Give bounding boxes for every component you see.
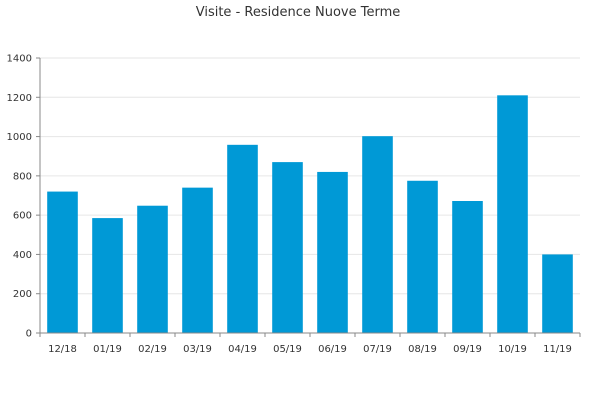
x-tick-label: 05/19 (273, 344, 302, 355)
x-tick-label: 02/19 (138, 344, 167, 355)
x-tick-label: 01/19 (93, 344, 122, 355)
grid-lines (40, 57, 580, 295)
chart-title: Visite - Residence Nuove Terme (196, 5, 401, 20)
axes (36, 57, 581, 337)
x-tick-label: 07/19 (363, 344, 392, 355)
x-tick-label: 03/19 (183, 344, 212, 355)
bar-07-19 (362, 136, 393, 333)
y-tick-label: 0 (26, 329, 32, 340)
bar-01-19 (92, 218, 123, 333)
bar-11-19 (542, 254, 573, 333)
bar-04-19 (227, 144, 258, 333)
bar-03-19 (182, 187, 213, 333)
bar-08-19 (407, 180, 438, 333)
bar-09-19 (452, 201, 483, 333)
y-tick-label: 1000 (7, 132, 32, 143)
y-tick-label: 800 (13, 171, 32, 182)
bars (47, 95, 573, 333)
bar-06-19 (317, 171, 348, 333)
bar-10-19 (497, 95, 528, 333)
x-tick-label: 04/19 (228, 344, 257, 355)
x-tick-label: 06/19 (318, 344, 347, 355)
bar-12-18 (47, 191, 78, 333)
x-tick-label: 12/18 (48, 344, 77, 355)
y-tick-labels: 0 200 400 600 800 1000 1200 1400 (7, 54, 32, 340)
x-tick-label: 08/19 (408, 344, 437, 355)
x-tick-label: 10/19 (498, 344, 527, 355)
y-tick-label: 600 (13, 211, 32, 222)
bar-02-19 (137, 205, 168, 333)
bar-05-19 (272, 162, 303, 333)
y-tick-label: 200 (13, 289, 32, 300)
y-tick-label: 1400 (7, 54, 32, 65)
y-tick-label: 400 (13, 250, 32, 261)
x-tick-labels: 12/18 01/19 02/19 03/19 04/19 05/19 06/19 07/19… (48, 344, 572, 355)
x-tick-label: 11/19 (543, 344, 572, 355)
x-tick-label: 09/19 (453, 344, 482, 355)
y-tick-label: 1200 (7, 93, 32, 104)
